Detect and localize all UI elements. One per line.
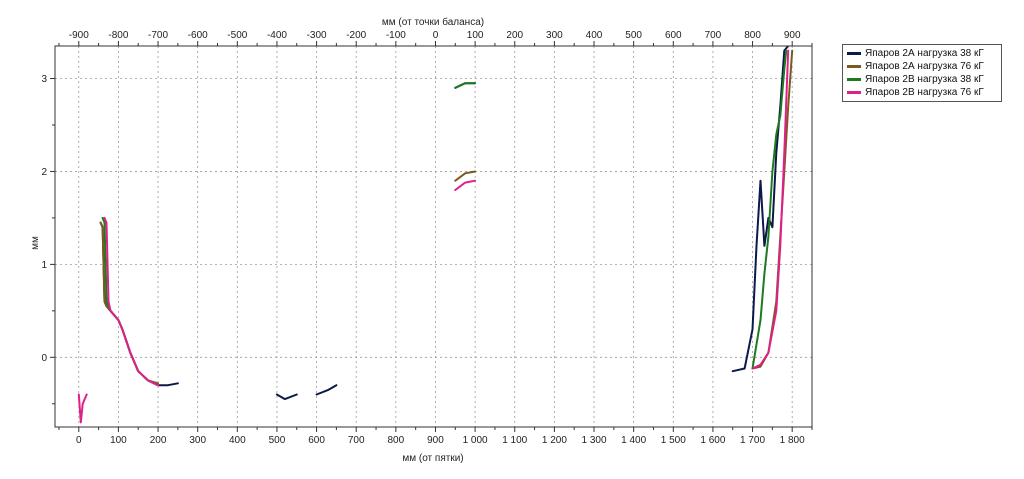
legend-label: Япаров 2А нагрузка 38 кГ (865, 48, 984, 59)
legend-swatch (847, 91, 861, 94)
top-tick-label: 300 (546, 30, 563, 41)
legend-swatch (847, 78, 861, 81)
bottom-tick-label: 1 800 (780, 435, 805, 446)
grid (55, 46, 812, 427)
legend-item: Япаров 2А нагрузка 38 кГ (847, 47, 997, 60)
bottom-axis: 0 100 200 300 400 500 600 700 800 900 1 000 1 100 1 … (58, 427, 813, 446)
bottom-tick-label: 1 200 (542, 435, 567, 446)
bottom-tick-label: 500 (269, 435, 286, 446)
y-tick-label: 2 (41, 167, 47, 178)
top-tick-label: 100 (467, 30, 484, 41)
legend-swatch (847, 65, 861, 68)
bottom-tick-label: 600 (308, 435, 325, 446)
plot-area-background (55, 46, 812, 427)
bottom-tick-label: 900 (427, 435, 444, 446)
y-tick-label: 1 (41, 260, 47, 271)
legend-item: Япаров 2В нагрузка 76 кГ (847, 86, 997, 99)
bottom-tick-label: 1 600 (700, 435, 725, 446)
top-tick-label: -300 (307, 30, 327, 41)
bottom-tick-label: 700 (348, 435, 365, 446)
top-tick-label: 600 (665, 30, 682, 41)
legend-item: Япаров 2А нагрузка 76 кГ (847, 60, 997, 73)
y-axis-title: мм (30, 236, 41, 250)
top-tick-label: 200 (506, 30, 523, 41)
top-tick-label: -800 (108, 30, 128, 41)
top-tick-label: -400 (267, 30, 287, 41)
bottom-tick-label: 1 300 (582, 435, 607, 446)
top-tick-label: -600 (188, 30, 208, 41)
y-tick-label: 0 (41, 353, 47, 364)
bottom-tick-label: 1 500 (661, 435, 686, 446)
top-tick-label: -200 (346, 30, 366, 41)
plot-area-frame (54, 45, 813, 428)
legend-label: Япаров 2А нагрузка 76 кГ (865, 61, 984, 72)
top-tick-label: 700 (705, 30, 722, 41)
legend-label: Япаров 2В нагрузка 38 кГ (865, 74, 984, 85)
bottom-tick-label: 1 000 (463, 435, 488, 446)
bottom-tick-label: 1 400 (621, 435, 646, 446)
top-tick-label: 400 (586, 30, 603, 41)
bottom-tick-label: 0 (76, 435, 82, 446)
bottom-tick-label: 300 (189, 435, 206, 446)
bottom-tick-label: 800 (388, 435, 405, 446)
top-axis: -900 -800 -700 -600 -500 -400 -300 -200 -100 0 100… (58, 30, 813, 46)
bottom-tick-label: 400 (229, 435, 246, 446)
series-layer (77, 46, 794, 424)
left-axis: 0 1 2 3 (41, 74, 55, 405)
top-tick-label: 900 (784, 30, 801, 41)
x-axis-title: мм (от пятки) (402, 453, 463, 464)
legend-swatch (847, 52, 861, 55)
top-tick-label: 800 (744, 30, 761, 41)
top-tick-label: 0 (433, 30, 439, 41)
top-tick-label: 500 (625, 30, 642, 41)
top-axis-title: мм (от точки баланса) (382, 16, 484, 28)
bottom-tick-label: 200 (150, 435, 167, 446)
bottom-tick-label: 1 700 (740, 435, 765, 446)
top-tick-label: -700 (148, 30, 168, 41)
bottom-tick-label: 100 (110, 435, 127, 446)
y-tick-label: 3 (41, 74, 47, 85)
top-tick-label: -900 (69, 30, 89, 41)
legend-item: Япаров 2В нагрузка 38 кГ (847, 73, 997, 86)
top-tick-label: -500 (227, 30, 247, 41)
top-tick-label: -100 (386, 30, 406, 41)
series-line-4 (77, 49, 790, 424)
legend: Япаров 2А нагрузка 38 кГ Япаров 2А нагру… (842, 44, 1002, 102)
legend-label: Япаров 2В нагрузка 76 кГ (865, 87, 984, 98)
bottom-tick-label: 1 100 (502, 435, 527, 446)
